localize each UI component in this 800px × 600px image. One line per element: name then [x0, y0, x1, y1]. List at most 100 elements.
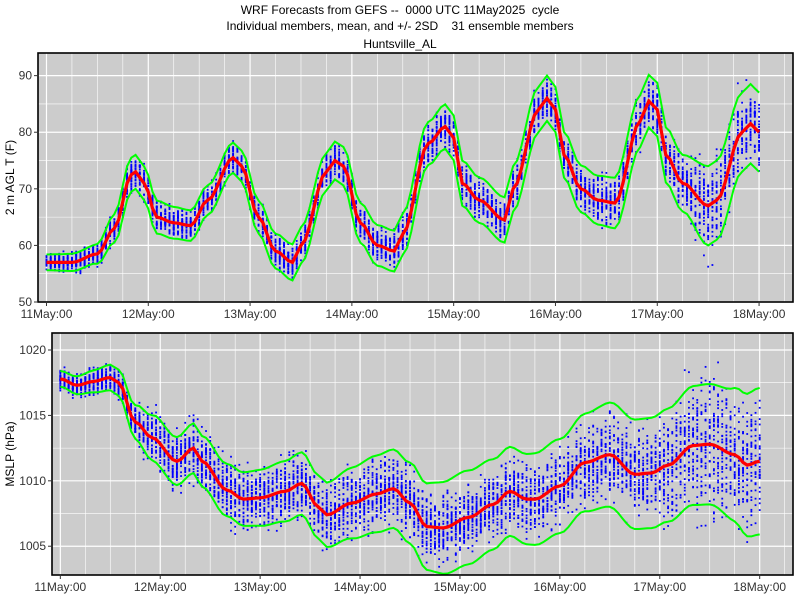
member-point [206, 205, 209, 208]
member-point [580, 192, 582, 195]
member-point [715, 172, 718, 175]
member-point [681, 185, 684, 188]
member-point [109, 247, 112, 250]
member-point [427, 137, 430, 139]
member-point [465, 181, 468, 183]
member-point [537, 104, 540, 107]
member-point [384, 236, 387, 239]
member-point [715, 208, 718, 211]
member-point [423, 137, 425, 140]
member-point [473, 191, 476, 193]
member-point [300, 238, 302, 241]
member-point [452, 121, 455, 124]
member-point [478, 187, 481, 190]
member-point [503, 233, 506, 235]
member-point [185, 237, 188, 239]
member-point [660, 110, 663, 113]
member-point [300, 239, 302, 242]
member-point [160, 227, 162, 230]
member-point [465, 202, 468, 205]
member-point [537, 113, 540, 116]
member-point [49, 257, 52, 260]
member-point [635, 115, 637, 118]
member-point [244, 183, 247, 186]
member-point [160, 223, 162, 226]
member-point [300, 232, 302, 235]
member-point [686, 189, 688, 192]
member-point [304, 252, 307, 255]
member-point [490, 202, 493, 205]
member-point [147, 198, 150, 201]
member-point [613, 185, 616, 188]
member-point [533, 105, 536, 108]
member-point [431, 159, 434, 161]
member-point [639, 136, 642, 139]
member-point [622, 196, 625, 199]
member-point [698, 214, 701, 217]
member-point [512, 185, 514, 187]
member-point [584, 193, 587, 195]
member-point [580, 183, 582, 186]
member-point [283, 244, 285, 247]
member-point [198, 224, 201, 227]
member-point [584, 185, 587, 188]
member-point [452, 146, 455, 149]
member-point [380, 226, 383, 229]
member-point [160, 225, 162, 228]
member-point [592, 209, 595, 212]
member-point [278, 242, 281, 245]
member-point [588, 207, 591, 210]
member-point [516, 168, 519, 171]
member-point [172, 224, 175, 227]
member-point [274, 234, 277, 236]
member-point [584, 179, 587, 181]
member-point [342, 177, 345, 180]
member-point [647, 108, 650, 111]
member-point [613, 188, 616, 191]
member-point [317, 199, 319, 201]
member-point [346, 163, 349, 166]
member-point [618, 202, 620, 205]
member-point [686, 193, 688, 195]
member-point [656, 130, 659, 133]
member-point [711, 182, 714, 185]
member-point [707, 223, 710, 226]
member-point [677, 171, 680, 173]
member-point [389, 237, 391, 240]
member-point [206, 201, 209, 204]
member-point [215, 183, 218, 186]
member-point [647, 120, 650, 123]
member-point [342, 175, 345, 177]
member-point [452, 124, 455, 127]
member-point [635, 138, 637, 141]
member-point [109, 242, 112, 245]
member-point [567, 168, 570, 170]
member-point [647, 92, 650, 94]
member-point [656, 126, 659, 129]
member-point [380, 247, 383, 250]
member-point [435, 120, 438, 123]
member-point [592, 184, 595, 187]
member-point [380, 250, 383, 252]
member-point [473, 203, 476, 206]
member-point [495, 200, 497, 203]
member-point [83, 264, 86, 267]
member-point [431, 145, 434, 147]
member-point [580, 194, 582, 197]
member-point [673, 160, 676, 163]
member-point [444, 135, 447, 137]
member-point [194, 214, 196, 217]
member-point [660, 145, 663, 148]
member-point [223, 175, 226, 178]
member-point [342, 171, 345, 173]
member-point [469, 195, 472, 198]
member-point [546, 112, 548, 115]
member-point [457, 173, 459, 176]
member-point [393, 255, 396, 258]
member-point [622, 191, 625, 194]
member-point [461, 169, 464, 171]
member-point [601, 206, 604, 209]
member-point [465, 165, 468, 168]
member-point [410, 220, 413, 223]
member-point [444, 122, 447, 125]
